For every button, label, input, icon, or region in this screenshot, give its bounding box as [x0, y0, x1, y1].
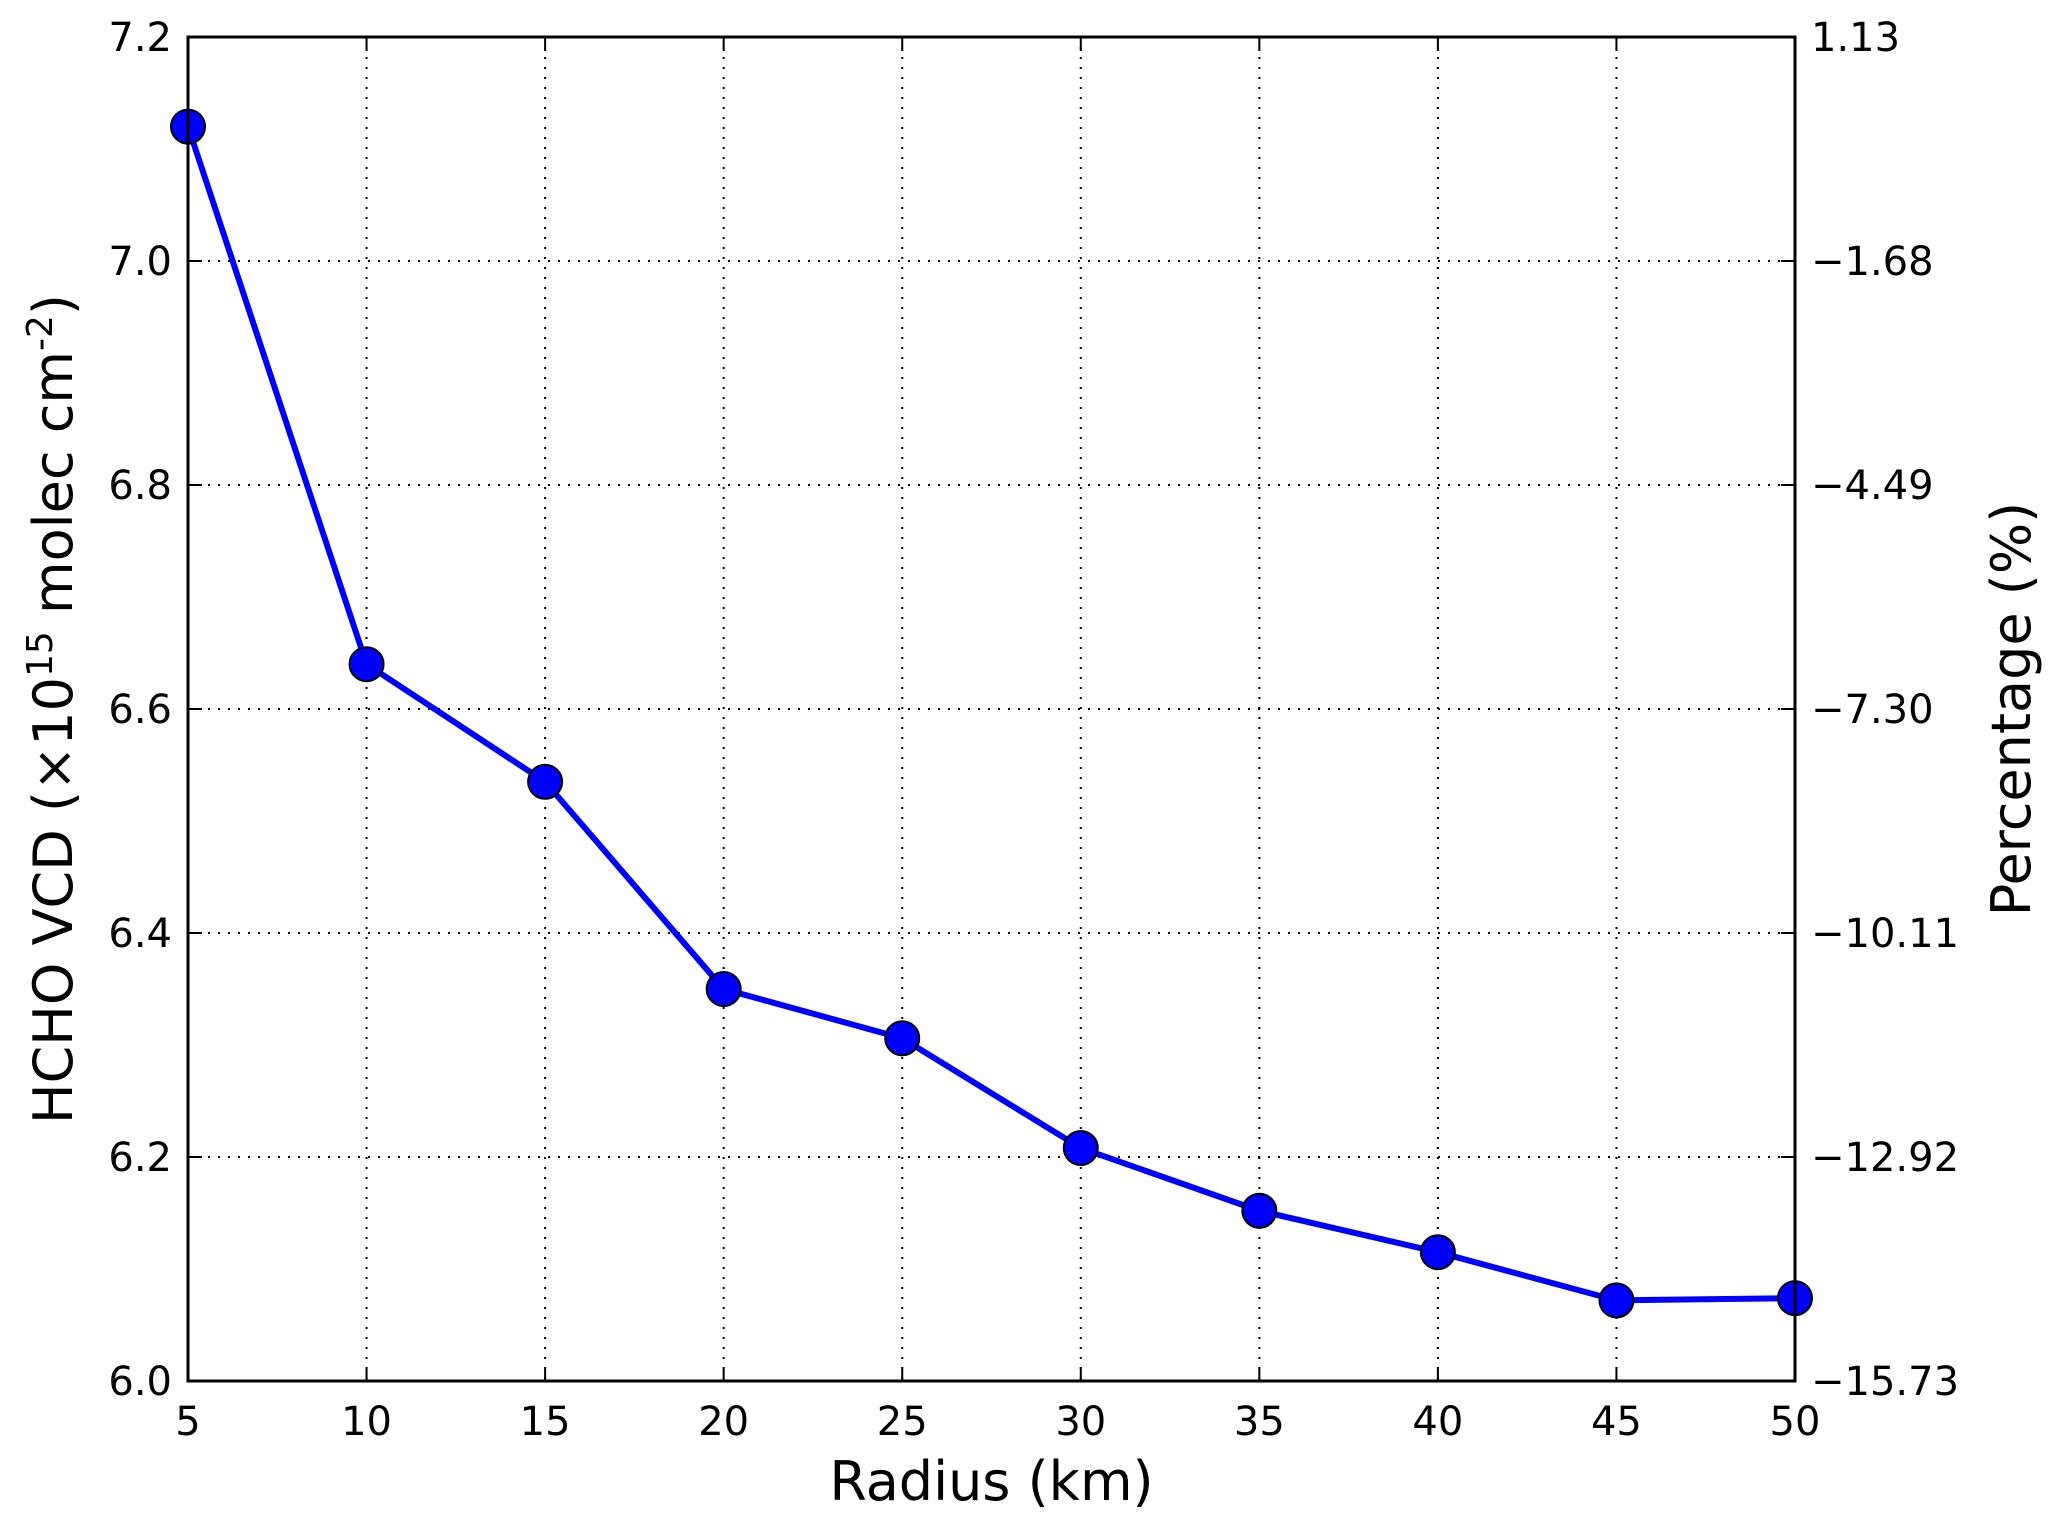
y2-tick-labels: −15.73 −12.92 −10.11 −7.30 −4.49 −1.68 1.13: [1811, 15, 1959, 1405]
y2-tick-label: 1.13: [1811, 15, 1900, 61]
data-point: [1241, 1192, 1278, 1229]
x-tick-label: 45: [1591, 1399, 1642, 1445]
y-axis-label: HCHO VCD (×1015 molec cm-2): [20, 294, 86, 1124]
x-tick-label: 35: [1234, 1399, 1285, 1445]
x-tick-labels: 5 10 15 20 25 30 35 40 45 50: [175, 1399, 1820, 1445]
y-axis-label-suffix: ): [22, 294, 85, 315]
data-point: [884, 1020, 921, 1057]
data-point: [527, 763, 564, 800]
x-tick-label: 5: [175, 1399, 200, 1445]
y-tick-label: 6.2: [108, 1135, 172, 1181]
y2-tick-label: −4.49: [1811, 463, 1934, 509]
x-tick-label: 50: [1770, 1399, 1821, 1445]
data-point: [348, 646, 385, 683]
y2-tick-label: −12.92: [1811, 1135, 1959, 1181]
y2-tick-label: −15.73: [1811, 1359, 1959, 1405]
y-axis-label-exponent-1: 15: [20, 631, 61, 677]
y-axis-label-exponent-2: -2: [20, 315, 61, 351]
y-tick-label: 7.0: [108, 239, 172, 285]
y2-tick-label: −7.30: [1811, 687, 1934, 733]
y-axis-label-middle: molec cm: [22, 351, 85, 631]
x-tick-label: 15: [520, 1399, 571, 1445]
y-tick-label: 6.6: [108, 687, 172, 733]
x-axis-label: Radius (km): [829, 1450, 1153, 1513]
data-point: [1062, 1130, 1099, 1167]
x-tick-label: 25: [877, 1399, 928, 1445]
data-point: [705, 971, 742, 1007]
y-tick-labels: 6.0 6.2 6.4 6.6 6.8 7.0 7.2: [108, 15, 172, 1405]
y-tick-label: 6.0: [108, 1359, 172, 1405]
y2-tick-label: −1.68: [1811, 239, 1934, 285]
x-tick-label: 40: [1412, 1399, 1463, 1445]
y-tick-label: 6.4: [108, 911, 172, 957]
y2-tick-label: −10.11: [1811, 911, 1959, 957]
data-point: [1598, 1282, 1635, 1319]
y-axis-label-prefix: HCHO VCD (×10: [22, 677, 85, 1124]
data-point: [1419, 1234, 1456, 1271]
series-layer: [170, 108, 1813, 1319]
grid: [188, 37, 1795, 1381]
x-tick-label: 20: [698, 1399, 749, 1445]
y-tick-label: 7.2: [108, 15, 172, 61]
series-line: [185, 125, 1796, 1304]
ticks: [187, 36, 1796, 1382]
x-tick-label: 10: [341, 1399, 392, 1445]
y-tick-label: 6.8: [108, 463, 172, 509]
y2-axis-label: Percentage (%): [1980, 502, 2043, 916]
x-tick-label: 30: [1055, 1399, 1106, 1445]
